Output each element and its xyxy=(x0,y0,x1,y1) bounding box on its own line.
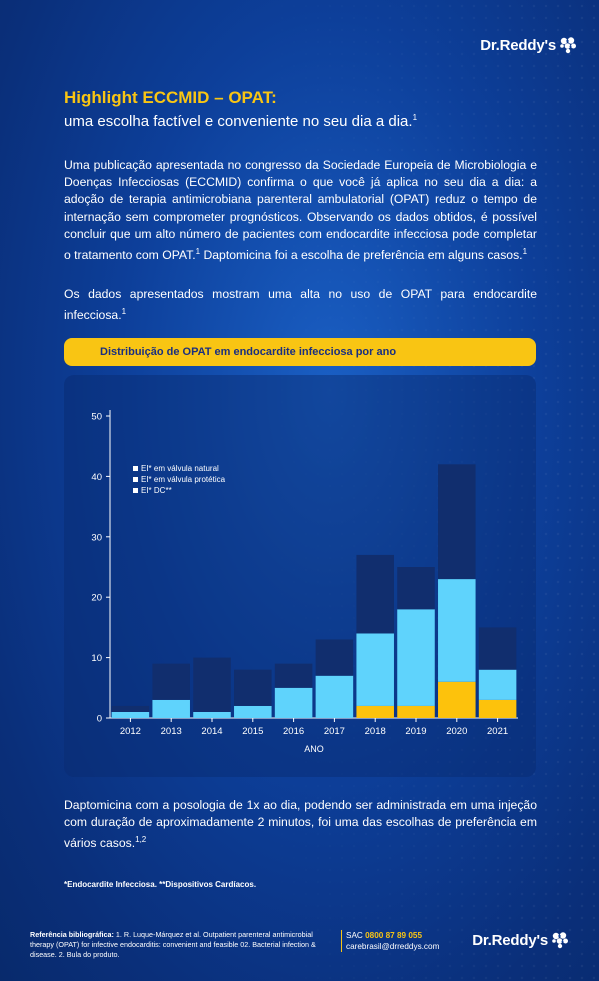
bar-2019-series-0 xyxy=(397,705,435,718)
legend-swatch xyxy=(133,466,138,471)
y-tick-label: 30 xyxy=(91,532,102,543)
bar-2020-series-1 xyxy=(438,579,476,682)
bar-2014-series-1 xyxy=(193,711,231,718)
intro-ref1: 1 xyxy=(195,247,201,257)
legend-swatch xyxy=(133,477,138,482)
bar-2013-series-2 xyxy=(152,663,190,700)
closing-paragraph: Daptomicina com a posologia de 1x ao dia… xyxy=(64,797,537,853)
closing-ref: 1,2 xyxy=(135,835,147,845)
contact-email: carebrasil@drreddys.com xyxy=(346,942,440,951)
y-tick-label: 10 xyxy=(91,653,102,664)
intro-paragraph-2: Os dados apresentados mostram uma alta n… xyxy=(64,286,537,324)
bar-2021-series-2 xyxy=(478,627,517,670)
bibliographic-reference: Referência bibliográfica: 1. R. Luque-Má… xyxy=(30,930,326,960)
bar-2012-series-1 xyxy=(111,711,150,718)
bar-2016-series-1 xyxy=(274,687,313,718)
closing-text: Daptomicina com a posologia de 1x ao dia… xyxy=(64,798,537,851)
bar-2015-series-1 xyxy=(234,705,272,718)
x-tick-label: 2012 xyxy=(120,726,141,737)
bar-2018-series-0 xyxy=(356,705,394,718)
bar-2020-series-2 xyxy=(438,464,476,580)
page-subtitle: uma escolha factível e conveniente no se… xyxy=(64,113,417,130)
y-tick-label: 50 xyxy=(91,412,102,423)
x-tick-label: 2017 xyxy=(324,726,345,737)
y-tick-label: 20 xyxy=(91,593,102,604)
contact-block: SAC 0800 87 89 055 carebrasil@drreddys.c… xyxy=(341,930,439,952)
sac-phone: 0800 87 89 055 xyxy=(365,931,423,940)
page-heading: Highlight ECCMID – OPAT: uma escolha fac… xyxy=(64,88,417,130)
x-tick-label: 2021 xyxy=(487,726,508,737)
intro-part1: Uma publicação apresentada no congresso … xyxy=(64,158,537,263)
bar-2016-series-2 xyxy=(274,663,313,688)
bar-2015-series-2 xyxy=(234,669,272,706)
legend-label: EI* em válvula natural xyxy=(141,464,219,473)
reference-label: Referência bibliográfica: xyxy=(30,930,114,939)
brand-heart-icon xyxy=(560,37,576,54)
sac-label: SAC xyxy=(346,931,366,940)
bar-2018-series-1 xyxy=(356,633,394,706)
x-tick-label: 2016 xyxy=(283,726,304,737)
sac-line: SAC 0800 87 89 055 xyxy=(346,930,439,941)
bar-2012-series-2 xyxy=(111,705,150,712)
subtitle-text: uma escolha factível e conveniente no se… xyxy=(64,113,413,130)
bar-2020-series-0 xyxy=(438,681,476,718)
abbreviation-footnote: *Endocardite Infecciosa. **Dispositivos … xyxy=(64,880,257,889)
brand-heart-icon xyxy=(552,932,568,949)
chart-title: Distribuição de OPAT em endocardite infe… xyxy=(100,346,397,358)
bar-2019-series-1 xyxy=(397,609,435,706)
intro2-text: Os dados apresentados mostram uma alta n… xyxy=(64,287,537,323)
x-tick-label: 2013 xyxy=(161,726,182,737)
bar-2014-series-2 xyxy=(193,657,231,712)
x-axis-label: ANO xyxy=(304,744,324,754)
opat-stacked-bar-chart: 0 10 20 30 40 50 2012 2013 2014 2015 2016 2017 2018 2… xyxy=(91,410,518,754)
x-tick-label: 2015 xyxy=(242,726,263,737)
bar-2019-series-2 xyxy=(397,567,435,610)
brand-logo-footer: Dr.Reddy's xyxy=(472,931,569,949)
subtitle-ref: 1 xyxy=(412,113,418,122)
x-tick-label: 2019 xyxy=(405,726,426,737)
intro-paragraph: Uma publicação apresentada no congresso … xyxy=(64,157,537,264)
intro2-ref: 1 xyxy=(121,307,127,317)
reference-text: 1. R. Luque-Márquez et al. Outpatient pa… xyxy=(30,930,316,959)
brand-wordmark: Dr.Reddy's xyxy=(480,36,556,54)
bar-2021-series-1 xyxy=(478,669,517,700)
intro-ref2: 1 xyxy=(522,247,528,257)
brand-logo: Dr.Reddy's xyxy=(480,36,577,54)
bar-2018-series-2 xyxy=(356,554,394,634)
legend-label: EI* DC** xyxy=(141,486,172,495)
legend-swatch xyxy=(133,488,138,493)
y-tick-label: 40 xyxy=(91,472,102,483)
bar-2021-series-0 xyxy=(478,699,517,718)
x-tick-label: 2018 xyxy=(365,726,386,737)
legend-label: EI* em válvula protética xyxy=(141,475,226,484)
intro-part2: Daptomicina foi a escolha de preferência… xyxy=(200,248,523,263)
bar-2017-series-2 xyxy=(315,639,354,676)
page-title: Highlight ECCMID – OPAT: xyxy=(64,88,277,107)
x-tick-label: 2020 xyxy=(446,726,467,737)
bar-2017-series-1 xyxy=(315,675,354,718)
y-tick-label: 0 xyxy=(97,714,102,725)
chart-title-banner: Distribuição de OPAT em endocardite infe… xyxy=(64,338,536,366)
bar-2013-series-1 xyxy=(152,699,190,718)
x-tick-label: 2014 xyxy=(201,726,222,737)
brand-wordmark-footer: Dr.Reddy's xyxy=(472,931,548,949)
